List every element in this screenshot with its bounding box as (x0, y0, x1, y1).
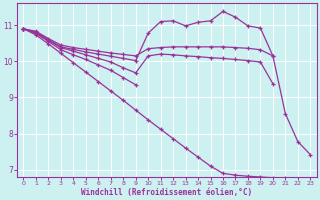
X-axis label: Windchill (Refroidissement éolien,°C): Windchill (Refroidissement éolien,°C) (81, 188, 252, 197)
